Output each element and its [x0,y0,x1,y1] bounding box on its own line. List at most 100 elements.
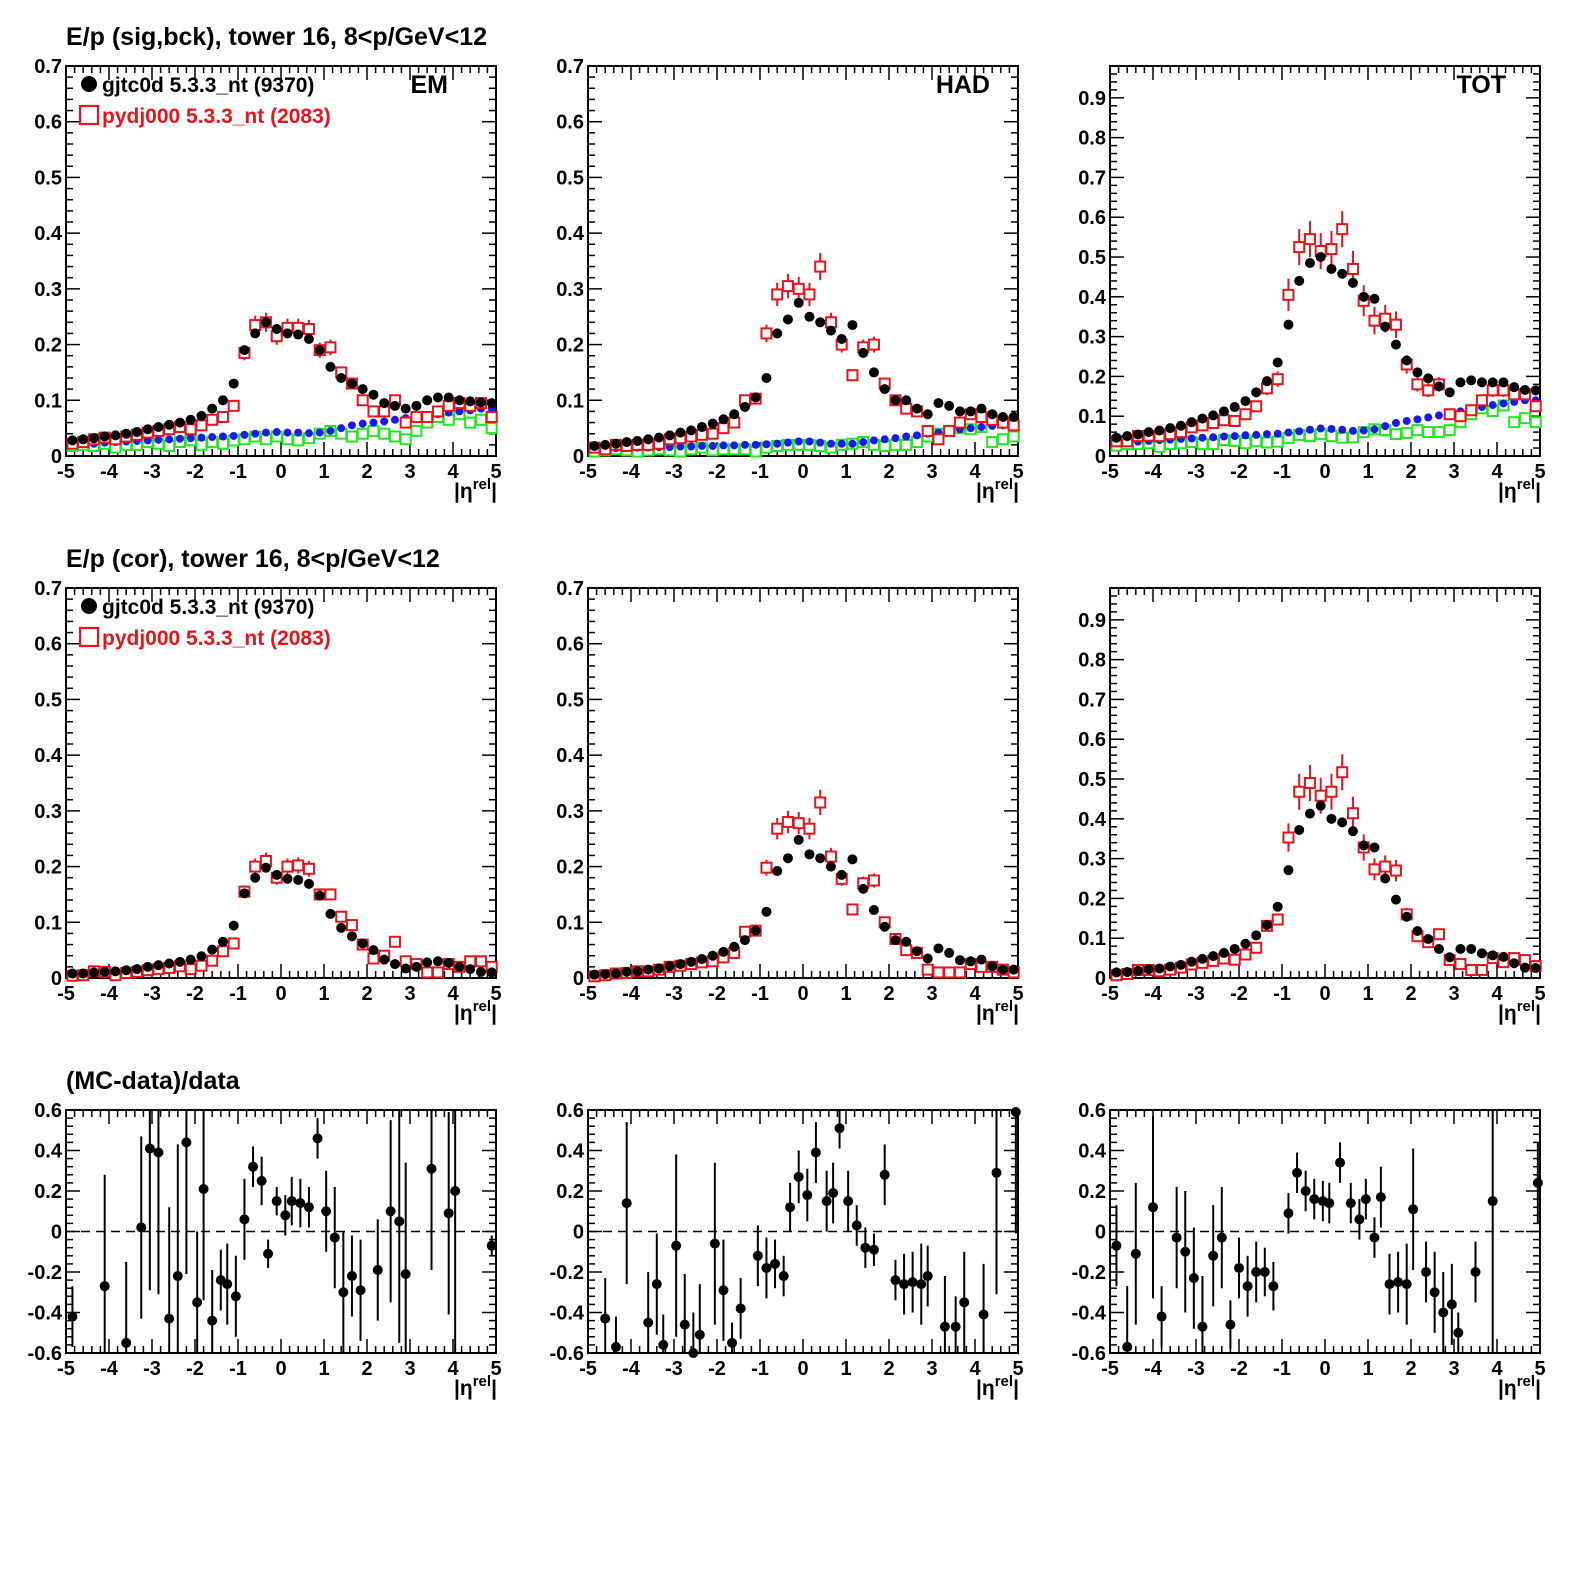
mc-point [932,966,945,979]
x-tick-label: 1 [840,461,851,483]
bck-data-point [708,441,717,450]
y-tick-label: 0 [573,446,584,468]
mc-point [184,963,197,976]
data-point [1261,920,1272,931]
panel-sig-bck-had: -5 -4 -3 -2 -1 0 1 2 3 4 5|ηrel| 0 0.1 0.2 0.3 0.4 0.5 0.… [556,56,1023,503]
ratio-point [688,1348,699,1358]
data-point [1132,429,1143,440]
x-tick-label: 2 [361,983,372,1005]
y-tick-label: 0.7 [556,56,584,78]
mc-point [324,888,337,901]
y-tick-label: -0.2 [550,1262,584,1284]
mc-point [485,411,498,423]
ratio-point [1401,1279,1412,1290]
legend-mc-marker [78,626,100,648]
mc-point [206,413,219,426]
bck-data-point [165,435,174,444]
data-point [589,969,600,980]
data-point [88,967,99,978]
ratio-point [718,1285,729,1296]
data-point [901,395,912,406]
data-point [379,398,390,409]
data-point [389,959,400,970]
ratio-point [1010,1107,1021,1118]
y-tick-label: 0.6 [34,112,62,134]
bck-data-point [455,407,464,416]
x-tick-label: 1 [1362,461,1373,483]
series-data [1111,800,1541,978]
y-tick-label: 0.4 [1078,287,1107,309]
x-tick-label: 3 [404,1358,415,1380]
bck-data-point [687,442,696,451]
bck-data-point [304,429,313,438]
data-point [772,866,783,877]
data-point [1218,406,1229,417]
data-point [1519,962,1530,973]
ratio-point [810,1147,821,1158]
ratio-point [1122,1341,1133,1352]
row1-title: E/p (sig,bck), tower 16, 8<p/GeV<12 [66,23,487,51]
ratio-point [785,1202,796,1213]
data-point [164,419,175,430]
x-axis-label: |ηrel| [976,1373,1019,1400]
ratio-point [1532,1177,1543,1188]
ratio-point [1360,1194,1371,1205]
y-tick-label: 0.2 [556,335,584,357]
x-tick-label: -2 [1230,983,1248,1005]
data-point [379,954,390,965]
x-tick-label: -1 [1273,983,1291,1005]
x-axis-label: |ηrel| [976,476,1019,503]
mc-point [867,338,880,351]
ratio-point [802,1190,813,1201]
bck-data-point [783,438,792,447]
plot-frame [587,587,1019,979]
x-axis-label: |ηrel| [454,1373,497,1400]
data-point [217,395,228,406]
bck-data-point [337,424,346,433]
mc-point [1389,864,1402,877]
data-point [454,395,465,406]
x-tick-label: 4 [969,461,981,483]
ratio-point [770,1258,781,1269]
ratio-point [256,1175,267,1186]
data-point [1412,367,1423,378]
bck-mc-point [464,416,477,429]
x-tick-label: 1 [840,1358,851,1380]
y-tick-label: 0.4 [1078,809,1107,831]
x-tick-label: -2 [1230,1358,1248,1380]
mc-point [1336,766,1349,779]
mc-point [814,796,827,809]
data-point [400,403,411,414]
mc-point [1346,807,1359,820]
ratio-point [394,1216,405,1227]
data-point [1122,431,1133,442]
data-point [675,959,686,970]
x-tick-label: -1 [751,1358,769,1380]
bck-mc-point [1422,426,1435,439]
mc-point [803,288,816,301]
y-tick-label: 0.2 [1078,1181,1106,1203]
data-point [1369,842,1380,853]
data-point [696,422,707,433]
mc-point [1432,928,1445,941]
ratio-point [1283,1208,1294,1219]
data-point [976,403,987,414]
mc-point [367,405,380,418]
x-tick-label: 1 [318,461,329,483]
x-tick-label: -4 [622,983,641,1005]
x-tick-label: 0 [797,1358,808,1380]
data-point [1509,958,1520,969]
x-tick-label: -2 [708,1358,726,1380]
ratio-point [1453,1327,1464,1338]
bck-mc-point [1508,416,1521,429]
data-point [1380,873,1391,884]
x-tick-label: 1 [318,983,329,1005]
data-point [911,403,922,414]
y-tick-label: 0.7 [34,56,62,78]
panel-sig-bck-em: -5 -4 -3 -2 -1 0 1 2 3 4 5|ηrel| 0 0.1 0.2 0.3 0.4 0.5 0.… [34,56,501,503]
bck-data-point [272,428,281,437]
data-point [196,951,207,962]
x-tick-label: -4 [1144,983,1163,1005]
bck-data-point [697,441,706,450]
x-tick-label: 4 [969,1358,981,1380]
